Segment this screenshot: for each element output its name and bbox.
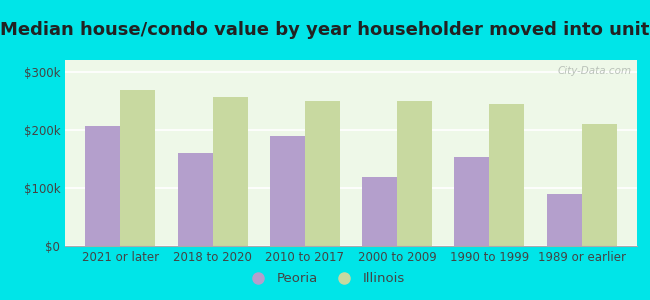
- Bar: [120, 90, 155, 246]
- Bar: [582, 124, 617, 246]
- Bar: [305, 101, 340, 246]
- Bar: [489, 104, 525, 246]
- Bar: [270, 136, 305, 246]
- Bar: [85, 126, 120, 246]
- Legend: Peoria, Illinois: Peoria, Illinois: [240, 267, 410, 290]
- Text: City-Data.com: City-Data.com: [557, 66, 631, 76]
- Bar: [454, 157, 489, 246]
- Bar: [177, 153, 213, 246]
- Bar: [213, 97, 248, 246]
- Bar: [547, 194, 582, 246]
- Bar: [362, 177, 397, 246]
- Bar: [397, 101, 432, 246]
- Text: Median house/condo value by year householder moved into unit: Median house/condo value by year househo…: [0, 21, 650, 39]
